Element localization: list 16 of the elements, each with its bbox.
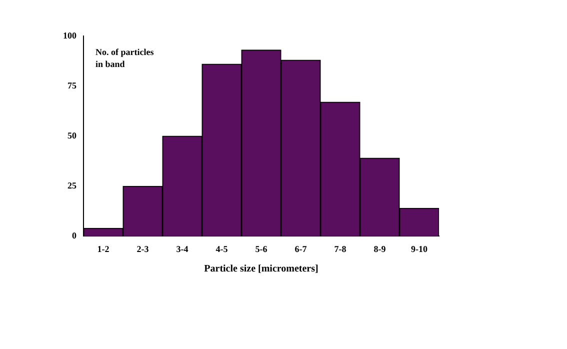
x-tick-label: 2-3	[136, 244, 150, 254]
x-tick-label: 6-7	[294, 244, 308, 254]
y-tick-label: 100	[63, 30, 77, 40]
x-tick-label: 5-6	[255, 244, 268, 254]
x-tick-label: 1-2	[97, 244, 110, 254]
x-tick-label: 3-4	[176, 244, 189, 254]
y-tick-label: 25	[68, 180, 77, 190]
x-tick-label: 9-10	[411, 244, 428, 254]
x-tick-label: 8-9	[374, 244, 386, 254]
y-tick-label: 50	[68, 130, 77, 140]
y-tick-label: 75	[68, 80, 77, 90]
x-tick-label: 4-5	[216, 244, 228, 254]
y-axis-title: No. of particles in band	[96, 46, 154, 69]
y-tick-label: 0	[72, 230, 77, 241]
x-tick-label: 7-8	[334, 244, 347, 254]
x-axis-title: Particle size [micrometers]	[204, 264, 318, 275]
